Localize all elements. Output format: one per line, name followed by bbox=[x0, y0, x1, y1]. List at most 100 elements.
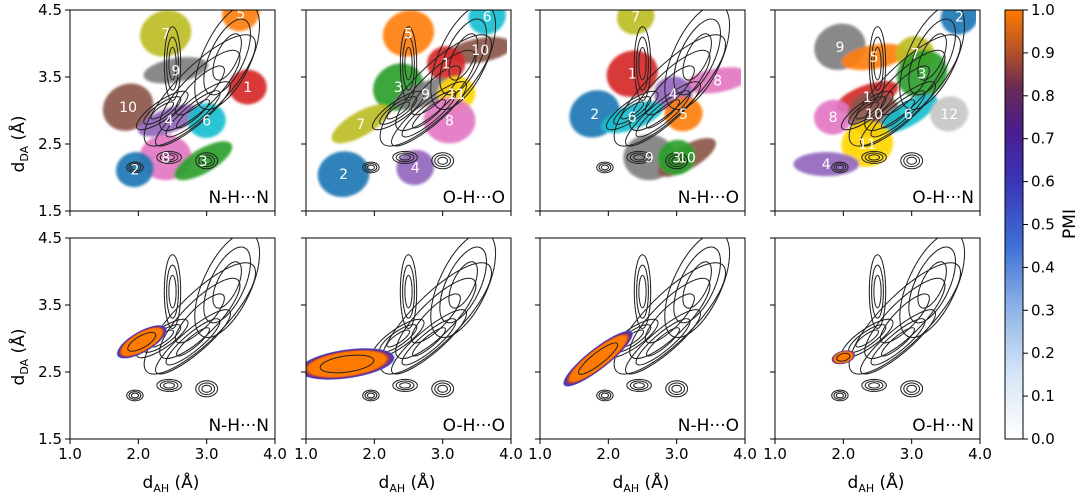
axes-layer: N-H···N 1.5 2.5 3.5 4.5 O-H···O N-H···O O-H···N… bbox=[38, 1, 992, 463]
contour-line bbox=[412, 99, 446, 129]
contour-line bbox=[598, 391, 612, 400]
colorbar-tick-label: 0.2 bbox=[1031, 344, 1055, 362]
contour-line bbox=[636, 264, 649, 319]
panel-title: N-H···N bbox=[208, 188, 269, 208]
contour-line bbox=[625, 81, 701, 147]
contour-line bbox=[364, 391, 378, 400]
contour-line bbox=[159, 49, 241, 131]
contour-line bbox=[212, 33, 242, 81]
contour-line bbox=[848, 262, 962, 375]
contour-line bbox=[840, 90, 894, 131]
cluster-region-6 bbox=[187, 103, 226, 139]
colorbar-tick-label: 0.3 bbox=[1031, 301, 1055, 319]
cluster-label-11: 11 bbox=[858, 137, 876, 153]
contour-line bbox=[636, 36, 649, 91]
y-tick-label: 1.5 bbox=[38, 430, 62, 448]
x-tick-label: 4.0 bbox=[263, 445, 287, 463]
y-tick-label: 3.5 bbox=[38, 68, 62, 86]
contour-line bbox=[159, 277, 241, 359]
pmi-region bbox=[831, 350, 856, 365]
contour-line bbox=[143, 34, 257, 147]
colorbar-tick-label: 0.9 bbox=[1031, 44, 1055, 62]
contour-line bbox=[399, 26, 418, 101]
cluster-label-11: 11 bbox=[447, 87, 465, 103]
cluster-region-2 bbox=[317, 151, 370, 198]
cluster-region-8 bbox=[813, 99, 853, 135]
colorbar-label: PMI bbox=[1060, 209, 1080, 239]
contour-line bbox=[412, 327, 446, 357]
contour-line bbox=[613, 262, 727, 375]
x-tick-label: 3.0 bbox=[195, 445, 219, 463]
cluster-label-9: 9 bbox=[645, 150, 654, 166]
contour-line bbox=[881, 99, 915, 129]
contour-line bbox=[366, 164, 376, 171]
contour-line bbox=[150, 101, 175, 120]
contour-line bbox=[174, 65, 225, 116]
contour-line bbox=[163, 254, 182, 329]
cluster-region-4 bbox=[793, 152, 860, 177]
cluster-blobs bbox=[102, 10, 267, 188]
cluster-label-2: 2 bbox=[955, 10, 964, 26]
contour-line bbox=[434, 154, 452, 168]
cluster-region-5 bbox=[382, 10, 435, 57]
cluster-label-2: 2 bbox=[590, 107, 599, 123]
cluster-region-1 bbox=[426, 46, 466, 82]
contour-line bbox=[673, 246, 721, 324]
y-axis-label-bottom: dDA (Å) bbox=[7, 329, 31, 386]
contour-line bbox=[671, 156, 682, 165]
contour-line bbox=[201, 156, 212, 165]
contour-line bbox=[917, 33, 947, 81]
contour-line bbox=[392, 378, 418, 392]
contour-line bbox=[870, 318, 926, 366]
cluster-region-7 bbox=[616, 10, 655, 35]
cluster-blobs bbox=[793, 10, 976, 177]
x-tick-label: 4.0 bbox=[968, 445, 992, 463]
cluster-label-2: 2 bbox=[130, 162, 139, 178]
cluster-label-5: 5 bbox=[679, 107, 688, 123]
cluster-region-7 bbox=[331, 104, 390, 144]
cluster-label-1: 1 bbox=[863, 90, 872, 106]
contour-line bbox=[596, 161, 614, 174]
contour-line bbox=[868, 382, 880, 389]
cluster-label-4: 4 bbox=[822, 157, 831, 173]
colorbar-gradient bbox=[1004, 9, 1024, 440]
cluster-region-6 bbox=[468, 10, 506, 35]
contour-line bbox=[156, 378, 182, 392]
panel-frame bbox=[69, 237, 276, 440]
panel-frame bbox=[774, 9, 981, 212]
cluster-label-1: 1 bbox=[628, 67, 637, 83]
contour-line bbox=[855, 101, 880, 120]
colorbar-ticks: 0.0 0.1 0.2 0.3 0.4 0.5 0.6 0.7 0.8 0.9 1.0 bbox=[1023, 1, 1055, 448]
contour-line bbox=[392, 150, 418, 164]
x-tick-label: 4.0 bbox=[499, 445, 523, 463]
cluster-label-5: 5 bbox=[236, 6, 245, 22]
cluster-label-3: 3 bbox=[672, 150, 681, 166]
cluster-region-2 bbox=[940, 10, 976, 35]
panel-frame bbox=[539, 9, 746, 212]
contour-line bbox=[673, 246, 721, 324]
contour-line bbox=[155, 81, 231, 147]
contour-line bbox=[864, 152, 884, 163]
colorbar-tick-label: 0.1 bbox=[1031, 387, 1055, 405]
colorbar-tick-label: 0.0 bbox=[1031, 430, 1055, 448]
contour-line bbox=[165, 318, 221, 366]
cluster-label-12: 12 bbox=[940, 107, 958, 123]
y-tick-label: 2.5 bbox=[38, 363, 62, 381]
contour-line bbox=[166, 36, 179, 91]
cluster-label-9: 9 bbox=[171, 63, 180, 79]
contour-line bbox=[364, 163, 378, 172]
panel-0-2: 7 1 8 4 2 6 5 9 103 bbox=[569, 10, 741, 181]
contour-line bbox=[848, 262, 962, 375]
contour-line bbox=[613, 34, 727, 147]
cluster-label-3: 3 bbox=[199, 154, 208, 170]
cluster-label-4: 4 bbox=[411, 160, 420, 176]
contour-line bbox=[833, 391, 847, 400]
colorbar-tick-label: 1.0 bbox=[1031, 1, 1055, 19]
panel-frame bbox=[774, 237, 981, 440]
contour-line bbox=[626, 150, 652, 164]
cluster-label-10: 10 bbox=[119, 100, 137, 116]
cluster-label-10: 10 bbox=[471, 43, 489, 59]
contour-line bbox=[871, 36, 884, 91]
pmi-region bbox=[562, 329, 634, 388]
